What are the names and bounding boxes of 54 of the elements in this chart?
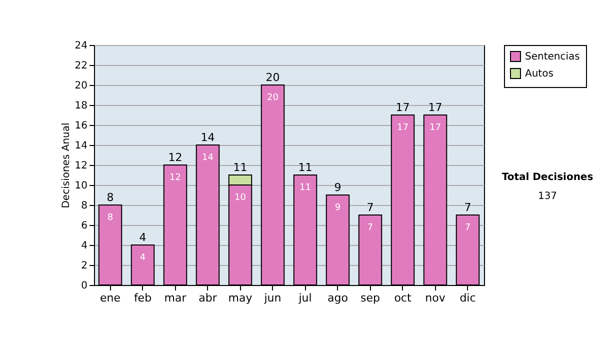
y-tick-label: 20 (74, 80, 88, 92)
data-label: 20 (267, 93, 279, 103)
total-label: 11 (233, 161, 248, 174)
y-tick-label: 24 (74, 40, 88, 52)
total-label: 7 (464, 201, 472, 214)
text: Total Decisiones (500, 172, 594, 183)
x-tick-label: mar (164, 292, 187, 304)
total-label: 12 (168, 151, 182, 164)
x-tick-label: ago (328, 292, 348, 304)
legend-label: Sentencias (525, 52, 580, 62)
x-tick-label: jun (263, 292, 282, 304)
x-tick-label: oct (394, 292, 412, 304)
y-tick-label: 10 (74, 180, 88, 192)
total-label: 17 (428, 101, 442, 114)
total-label: 20 (266, 71, 280, 84)
data-label: 7 (367, 223, 374, 233)
total-label: 7 (366, 201, 374, 214)
x-tick-label: nov (425, 292, 446, 304)
y-tick-label: 6 (81, 220, 88, 232)
x-tick-label: dic (460, 292, 476, 304)
data-label: 17 (430, 123, 441, 133)
x-tick-label: jul (298, 292, 312, 304)
x-tick-label: may (228, 292, 253, 304)
y-axis-title: Decisiones Anual (60, 122, 72, 208)
y-tick-label: 2 (81, 260, 88, 272)
y-tick-label: 8 (81, 200, 88, 212)
total-label: 4 (139, 231, 146, 244)
data-label: 10 (234, 193, 246, 203)
data-label: 11 (300, 183, 311, 193)
data-label: 7 (464, 223, 471, 233)
y-tick-label: 22 (74, 60, 88, 72)
data-label: 14 (202, 153, 214, 163)
x-tick-label: abr (198, 292, 218, 304)
y-tick-label: 4 (81, 240, 88, 252)
total-label: 8 (106, 191, 114, 204)
y-tick-label: 12 (74, 160, 88, 172)
y-tick-label: 18 (74, 100, 88, 112)
text: 137 (536, 191, 558, 202)
data-label: 8 (107, 213, 114, 223)
y-tick-label: 14 (74, 140, 88, 152)
x-tick-label: sep (360, 292, 380, 304)
total-label: 14 (200, 131, 215, 144)
x-tick-label: ene (100, 292, 121, 304)
total-label: 11 (298, 161, 312, 174)
legend-label: Autos (525, 68, 554, 80)
data-label: 17 (397, 123, 408, 133)
x-tick-label: feb (134, 292, 152, 304)
data-label: 4 (140, 253, 146, 263)
y-tick-label: 0 (81, 280, 88, 292)
total-label: 9 (334, 181, 342, 194)
data-label: 12 (170, 173, 181, 183)
total-label: 17 (396, 101, 410, 114)
y-tick-label: 16 (74, 120, 88, 132)
data-label: 9 (334, 203, 341, 213)
